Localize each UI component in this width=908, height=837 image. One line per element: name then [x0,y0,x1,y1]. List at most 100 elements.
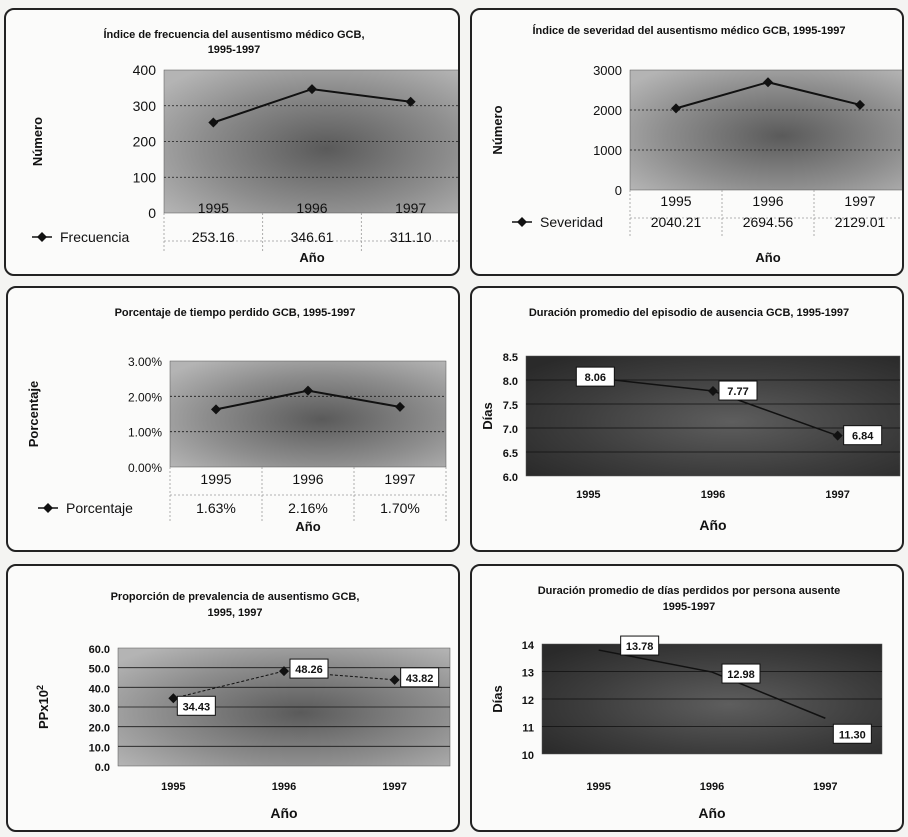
x-tick-label: 1996 [296,200,327,216]
x-axis-label: Año [299,250,324,265]
table-cell: 1.70% [380,500,420,516]
y-tick-label: 6.0 [503,472,518,484]
y-tick-label: 8.0 [503,376,518,388]
data-point [395,401,405,412]
y-tick-label: 60.0 [89,644,110,656]
y-tick-label: 1000 [593,143,622,158]
data-label-box [176,695,216,716]
chart-episode-duration: Duración promedio del episodio de ausenc… [480,307,901,533]
y-tick-label: 3000 [593,63,622,78]
chart-title: Porcentaje de tiempo perdido GCB, 1995-1… [115,307,356,319]
x-tick-label: 1997 [825,489,849,501]
chart-prevalence: Proporción de prevalencia de ausentismo … [35,591,451,821]
legend-marker [43,503,53,513]
x-axis-label: Año [699,517,726,533]
y-tick-label: 10.0 [89,742,110,754]
data-point [211,404,221,415]
y-axis-label: Porcentaje [26,381,41,447]
legend-marker [37,232,47,242]
data-label: 6.84 [852,431,874,443]
y-tick-label: 0 [615,183,622,198]
data-point [708,386,718,397]
x-tick-label: 1995 [576,489,600,501]
x-tick-label: 1996 [752,193,783,209]
legend-entry: Frecuencia [60,229,129,245]
data-label: 12.98 [727,669,755,681]
table-cell: 2694.56 [743,214,794,230]
x-tick-label: 1995 [200,471,231,487]
chart-title: Índice de frecuencia del ausentismo médi… [103,28,364,41]
y-tick-label: 20.0 [89,723,110,735]
x-axis-label: Año [698,805,725,821]
data-label: 34.43 [183,701,211,713]
y-tick-label: 0.0 [95,762,110,774]
data-label: 7.77 [727,386,748,398]
y-tick-label: 3.00% [128,355,162,369]
x-tick-label: 1995 [660,193,691,209]
data-label: 13.78 [626,641,654,653]
data-point [832,430,843,441]
x-tick-label: 1997 [382,781,406,793]
table-cell: 311.10 [390,229,432,245]
y-tick-label: 100 [133,169,157,185]
plot-area [169,360,447,468]
data-point [307,84,317,95]
y-tick-label: 12 [522,695,534,707]
data-label: 48.26 [295,664,323,676]
chart-title: Proporción de prevalencia de ausentismo … [111,591,360,603]
y-tick-label: 300 [133,98,157,114]
data-label-box [843,425,883,446]
y-tick-label: 400 [133,62,157,78]
series-line [173,670,395,699]
data-point [168,693,179,704]
y-axis-label: Días [490,685,505,712]
x-axis-label: Año [295,519,320,534]
x-tick-label: 1996 [701,489,725,501]
y-tick-label: 0.00% [128,461,162,475]
data-label-box [832,723,872,744]
data-label-box [575,366,615,387]
table-cell: 2040.21 [651,214,702,230]
legend-marker [517,217,527,227]
y-axis-label: Número [490,105,505,154]
y-axis-label: Número [30,117,45,166]
chart-subtitle: 1995-1997 [208,44,261,56]
x-tick-label: 1997 [844,193,875,209]
data-label: 11.30 [839,729,866,741]
x-axis-label: Año [755,250,780,265]
y-tick-label: 14 [522,640,535,652]
chart-subtitle: 1995-1997 [663,601,716,613]
y-tick-label: 1.00% [128,426,162,440]
x-tick-label: 1995 [586,781,610,793]
chart-panel-frequency: Índice de frecuencia del ausentismo médi… [4,8,460,276]
x-tick-label: 1996 [292,471,323,487]
y-tick-label: 6.5 [503,448,518,460]
data-point [671,103,681,114]
data-point [279,666,289,677]
x-tick-label: 1997 [384,471,415,487]
legend-entry: Porcentaje [66,500,133,516]
data-label-box [400,667,440,688]
y-tick-label: 8.5 [503,352,518,364]
chart-panel-days-lost: Duración promedio de días perdidos por p… [470,564,904,832]
series-line [598,649,826,719]
y-axis-label: PPx102 [35,685,51,729]
y-tick-label: 7.5 [503,400,518,412]
x-tick-label: 1997 [813,781,837,793]
y-tick-label: 200 [133,134,157,150]
data-label-box [289,658,329,679]
chart-panel-episode-duration: Duración promedio del episodio de ausenc… [470,286,904,552]
x-tick-label: 1996 [700,781,724,793]
chart-subtitle: 1995, 1997 [207,607,262,619]
x-tick-label: 1996 [272,781,296,793]
data-point [303,385,313,396]
y-axis-label: Días [480,402,495,429]
table-cell: 253.16 [192,229,235,245]
data-point [208,117,219,128]
data-point [405,96,416,107]
y-tick-label: 0 [148,205,156,221]
data-label: 8.06 [585,372,606,384]
x-tick-label: 1997 [395,200,426,216]
y-tick-label: 2000 [593,103,622,118]
y-tick-label: 11 [522,723,534,735]
